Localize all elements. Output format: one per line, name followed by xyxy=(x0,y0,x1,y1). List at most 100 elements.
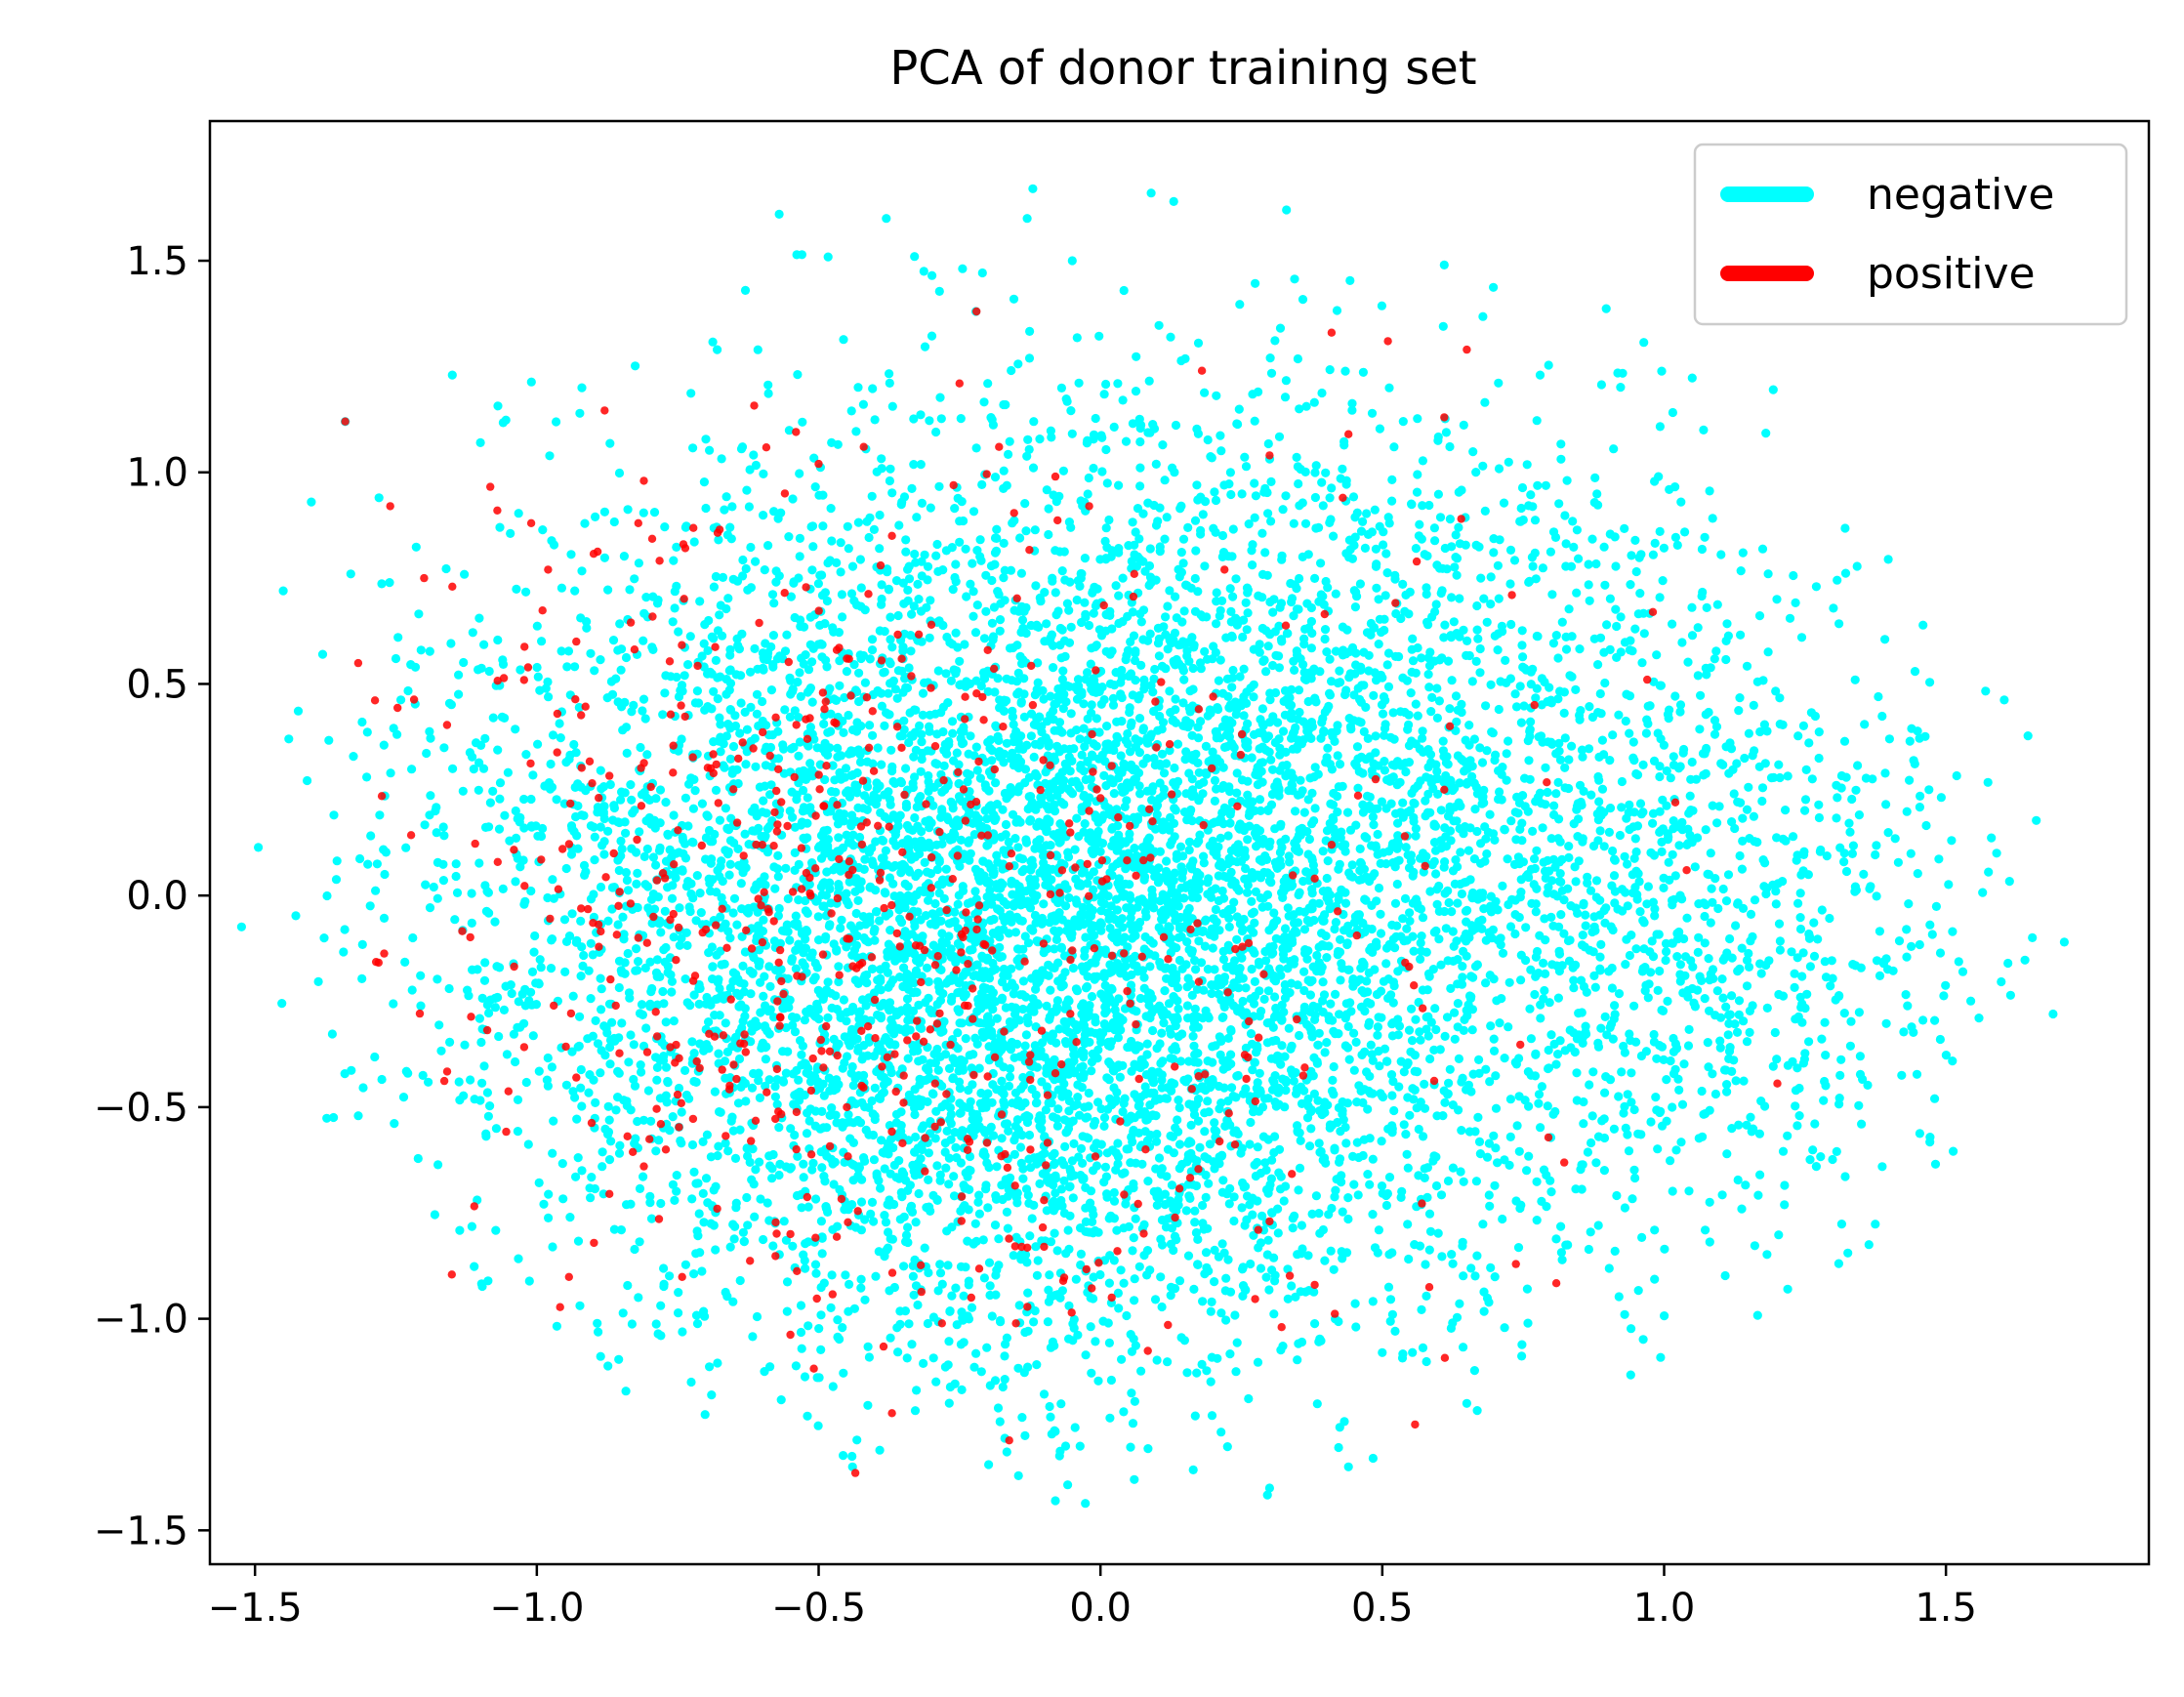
negative-point xyxy=(1004,1126,1013,1136)
negative-point xyxy=(1403,1093,1413,1102)
negative-point xyxy=(955,1084,966,1094)
negative-point xyxy=(1069,1138,1079,1148)
negative-point xyxy=(1093,1097,1103,1107)
negative-point xyxy=(1227,683,1237,692)
negative-point xyxy=(575,408,585,418)
negative-point xyxy=(1327,483,1337,493)
negative-point xyxy=(1710,729,1720,739)
negative-point xyxy=(586,1193,596,1203)
negative-point xyxy=(1051,610,1061,620)
negative-point xyxy=(1328,800,1339,809)
negative-point xyxy=(1438,321,1448,331)
negative-point xyxy=(1031,1242,1041,1252)
negative-point xyxy=(1268,660,1278,671)
negative-point xyxy=(1356,857,1366,867)
negative-point xyxy=(1637,658,1647,668)
negative-point xyxy=(779,1217,789,1226)
negative-point xyxy=(1013,1363,1023,1373)
negative-point xyxy=(1772,595,1782,604)
negative-point xyxy=(511,806,520,816)
negative-point xyxy=(815,620,825,631)
negative-point xyxy=(1690,862,1700,872)
negative-point xyxy=(1223,831,1233,841)
negative-point xyxy=(686,1377,696,1387)
negative-point xyxy=(910,1406,921,1416)
negative-point xyxy=(625,585,635,595)
negative-point xyxy=(1439,862,1449,872)
negative-point xyxy=(1500,825,1509,835)
negative-point xyxy=(1883,555,1893,564)
negative-point xyxy=(1588,1067,1598,1077)
negative-point xyxy=(1367,408,1378,418)
negative-point xyxy=(1430,536,1440,546)
negative-point xyxy=(641,1023,651,1033)
negative-point xyxy=(1130,1474,1139,1484)
negative-point xyxy=(1669,816,1678,826)
negative-point xyxy=(1947,836,1957,846)
negative-point xyxy=(1094,331,1104,341)
negative-point xyxy=(1134,1099,1144,1109)
negative-point xyxy=(1405,908,1415,918)
negative-point xyxy=(1701,825,1710,835)
negative-point xyxy=(853,383,863,393)
negative-point xyxy=(1009,642,1018,653)
negative-point xyxy=(1532,416,1542,426)
negative-point xyxy=(826,1154,837,1164)
negative-point xyxy=(1219,480,1229,490)
negative-point xyxy=(1341,1010,1351,1019)
negative-point xyxy=(1514,1146,1524,1156)
negative-point xyxy=(346,569,355,579)
negative-point xyxy=(1224,922,1234,932)
negative-point xyxy=(528,770,538,780)
negative-point xyxy=(536,963,546,973)
negative-point xyxy=(1440,1097,1450,1107)
negative-point xyxy=(1489,534,1499,544)
negative-point xyxy=(992,850,1002,860)
negative-point xyxy=(396,695,406,705)
negative-point xyxy=(1510,689,1520,699)
negative-point xyxy=(1066,709,1076,719)
negative-point xyxy=(1057,566,1067,576)
negative-point xyxy=(1377,301,1386,310)
negative-point xyxy=(1897,1070,1907,1080)
negative-point xyxy=(1345,825,1356,835)
negative-point xyxy=(1365,1180,1375,1189)
negative-point xyxy=(1364,666,1374,676)
negative-point xyxy=(744,502,755,512)
negative-point xyxy=(1422,551,1432,561)
negative-point xyxy=(718,572,728,583)
negative-point xyxy=(1693,623,1703,633)
negative-point xyxy=(776,508,786,517)
negative-point xyxy=(942,1126,952,1136)
negative-point xyxy=(1179,675,1189,684)
negative-point xyxy=(1638,916,1648,926)
negative-point xyxy=(614,865,624,876)
negative-point xyxy=(1320,634,1330,644)
negative-point xyxy=(1115,1072,1125,1082)
negative-point xyxy=(579,950,589,961)
negative-point xyxy=(1462,917,1471,927)
negative-point xyxy=(474,785,483,795)
negative-point xyxy=(819,1278,829,1288)
negative-point xyxy=(660,522,670,532)
negative-point xyxy=(1662,947,1671,957)
negative-point xyxy=(1317,718,1327,727)
negative-point xyxy=(448,764,458,773)
negative-point xyxy=(1607,983,1617,993)
negative-point xyxy=(1065,766,1075,776)
negative-point xyxy=(515,862,525,872)
negative-point xyxy=(774,1123,784,1133)
negative-point xyxy=(606,677,617,686)
negative-point xyxy=(1200,916,1210,926)
negative-point xyxy=(1924,785,1934,795)
negative-point xyxy=(1087,700,1096,710)
negative-point xyxy=(1373,1022,1382,1032)
negative-point xyxy=(833,752,843,762)
negative-point xyxy=(1811,582,1821,592)
negative-point xyxy=(1670,532,1680,543)
negative-point xyxy=(1084,620,1094,631)
negative-point xyxy=(1605,804,1616,813)
negative-point xyxy=(803,793,812,803)
negative-point xyxy=(1144,376,1154,386)
negative-point xyxy=(856,653,866,664)
